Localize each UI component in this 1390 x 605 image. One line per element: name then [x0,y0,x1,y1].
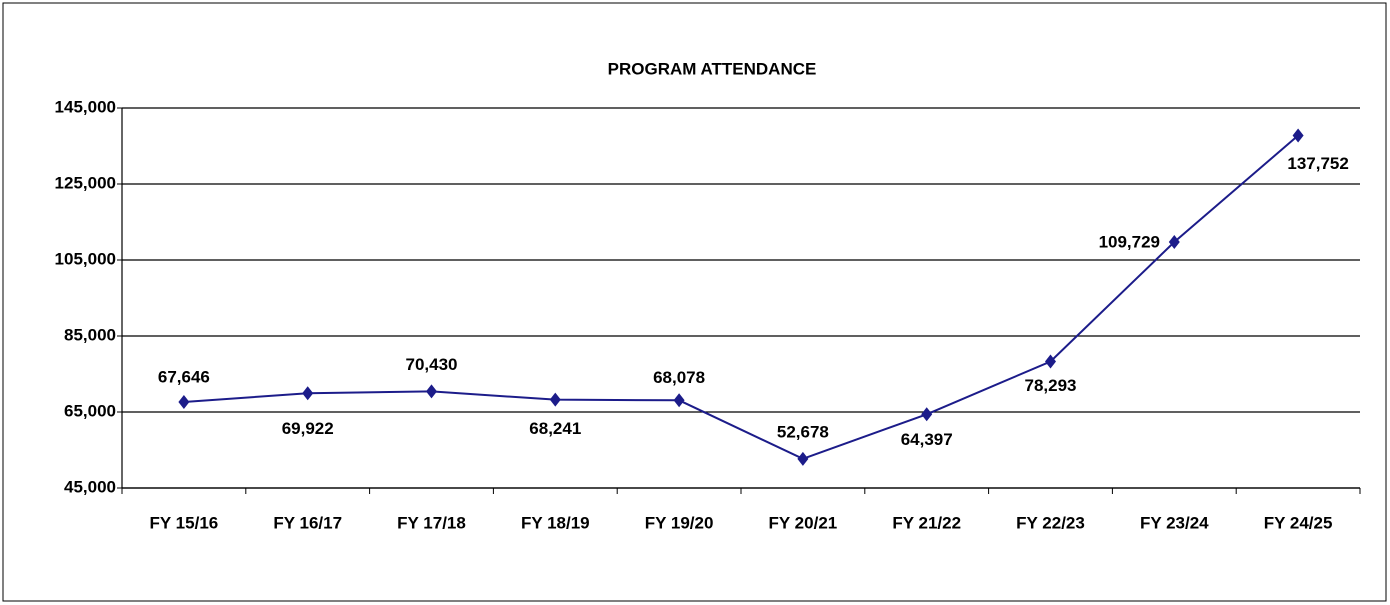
x-tick-label: FY 16/17 [273,513,342,532]
x-tick-label: FY 20/21 [769,513,838,532]
x-tick-label: FY 21/22 [892,513,961,532]
data-label: 78,293 [1025,376,1077,395]
data-label: 68,078 [653,368,705,387]
data-point [1292,128,1304,143]
data-label: 52,678 [777,422,829,441]
data-point [549,392,561,407]
chart-title: PROGRAM ATTENDANCE [608,59,817,78]
x-tick-label: FY 18/19 [521,513,590,532]
x-tick-label: FY 17/18 [397,513,466,532]
x-tick-label: FY 19/20 [645,513,714,532]
data-point [426,384,437,399]
y-tick-label: 65,000 [64,401,116,420]
data-point [1045,354,1056,369]
data-label: 137,752 [1287,154,1348,173]
data-label: 70,430 [406,355,458,374]
y-tick-label: 105,000 [55,249,116,268]
data-point [673,393,685,408]
data-line [183,134,1299,460]
data-point [921,407,933,422]
y-tick-label: 145,000 [55,97,116,116]
data-label: 68,241 [529,419,581,438]
y-tick-label: 45,000 [64,477,116,496]
y-tick-label: 85,000 [64,325,116,344]
data-point [178,394,190,409]
data-label: 67,646 [158,367,210,386]
y-tick-label: 125,000 [55,173,116,192]
x-tick-label: FY 22/23 [1016,513,1085,532]
data-point [797,451,809,466]
data-point [302,386,314,401]
data-point [1168,235,1180,250]
data-label: 64,397 [901,430,953,449]
x-tick-label: FY 15/16 [150,513,219,532]
x-tick-label: FY 23/24 [1140,513,1209,532]
x-tick-label: FY 24/25 [1264,513,1333,532]
data-label: 69,922 [282,419,334,438]
data-label: 109,729 [1099,233,1160,252]
